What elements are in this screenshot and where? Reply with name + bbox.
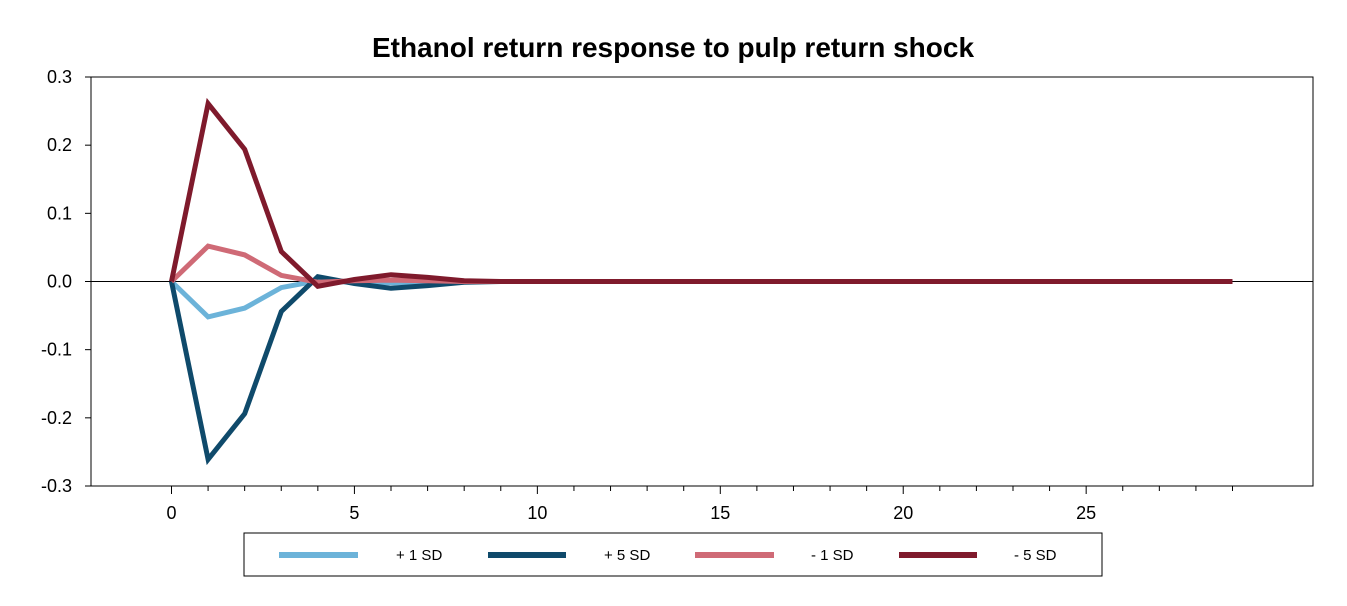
y-tick-label: 0.3 xyxy=(47,67,72,87)
legend: + 1 SD + 5 SD - 1 SD - 5 SD xyxy=(243,532,1103,577)
series-line-minus5sd xyxy=(169,97,1233,289)
series-lines xyxy=(169,97,1233,466)
chart-title: Ethanol return response to pulp return s… xyxy=(372,32,974,63)
x-tick-label: 15 xyxy=(710,503,730,523)
y-tick-label: -0.1 xyxy=(41,340,72,360)
y-tick-label: 0.0 xyxy=(47,272,72,292)
legend-label-minus-1sd: - 1 SD xyxy=(811,547,854,564)
x-tick-label: 5 xyxy=(349,503,359,523)
x-axis: 0 5 10 15 20 25 xyxy=(166,486,1234,523)
y-tick-label: 0.2 xyxy=(47,135,72,155)
x-tick-label: 20 xyxy=(893,503,913,523)
y-axis: 0.3 0.2 0.1 0.0 -0.1 -0.2 -0.3 xyxy=(41,67,91,496)
legend-label-plus-5sd: + 5 SD xyxy=(604,547,650,564)
y-tick-label: -0.3 xyxy=(41,476,72,496)
legend-label-minus-5sd: - 5 SD xyxy=(1014,547,1057,564)
x-tick-label: 25 xyxy=(1076,503,1096,523)
y-tick-label: 0.1 xyxy=(47,203,72,223)
x-tick-label: 10 xyxy=(527,503,547,523)
series-line-plus5sd xyxy=(169,274,1233,466)
y-tick-label: -0.2 xyxy=(41,408,72,428)
x-tick-label: 0 xyxy=(166,503,176,523)
legend-label-plus-1sd: + 1 SD xyxy=(396,547,442,564)
